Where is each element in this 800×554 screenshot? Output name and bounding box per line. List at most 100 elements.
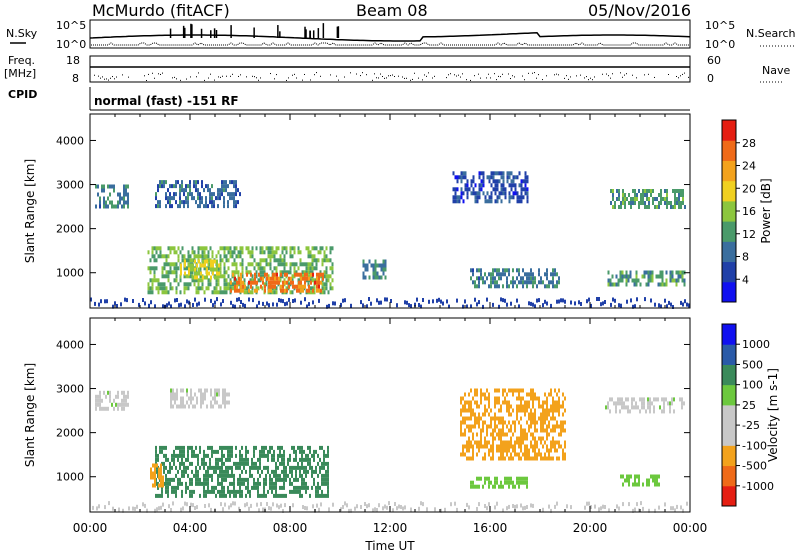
heatmap-cell <box>520 408 522 413</box>
ground-scatter-cell <box>374 507 376 512</box>
ground-scatter-cell <box>190 502 192 507</box>
heatmap-cell <box>277 445 279 450</box>
heatmap-cell <box>103 188 105 193</box>
heatmap-cell <box>492 171 495 176</box>
heatmap-cell <box>275 465 277 470</box>
heatmap-cell <box>259 461 261 466</box>
heatmap-cell <box>209 445 211 450</box>
heatmap-cell <box>462 408 464 413</box>
heatmap-cell <box>484 452 486 457</box>
heatmap-cell <box>476 432 478 437</box>
heatmap-cell <box>179 481 181 486</box>
heatmap-cell <box>496 171 499 176</box>
heatmap-cell <box>200 392 202 397</box>
heatmap-cell <box>305 469 307 474</box>
heatmap-cell <box>674 205 676 209</box>
heatmap-cell <box>315 489 317 494</box>
heatmap-cell <box>191 461 193 466</box>
nave-point <box>570 76 571 78</box>
heatmap-cell <box>167 481 169 486</box>
heatmap-cell <box>486 476 488 481</box>
heatmap-cell <box>516 476 518 481</box>
heatmap-cell <box>678 205 680 209</box>
ground-scatter-cell <box>304 297 306 302</box>
heatmap-cell <box>171 246 174 251</box>
heatmap-cell <box>476 476 478 481</box>
heatmap-cell <box>149 258 152 263</box>
heatmap-cell <box>220 404 222 409</box>
heatmap-cell <box>107 390 109 395</box>
heatmap-cell <box>225 457 227 462</box>
heatmap-cell <box>321 262 324 267</box>
heatmap-cell <box>196 271 198 276</box>
heatmap-cell <box>223 453 225 458</box>
heatmap-cell <box>187 473 189 478</box>
heatmap-cell <box>179 453 181 458</box>
heatmap-cell <box>323 461 325 466</box>
ground-scatter-cell <box>638 508 640 513</box>
heatmap-cell <box>548 424 550 429</box>
heatmap-cell <box>641 397 643 402</box>
heatmap-cell <box>277 473 279 478</box>
heatmap-cell <box>384 263 387 268</box>
ground-scatter-cell <box>396 303 398 308</box>
heatmap-cell <box>194 275 196 280</box>
nave-point <box>388 75 389 77</box>
heatmap-cell <box>291 274 294 279</box>
heatmap-cell <box>259 465 261 470</box>
heatmap-cell <box>283 270 286 275</box>
ground-scatter-cell <box>670 506 672 511</box>
heatmap-cell <box>478 484 480 489</box>
heatmap-cell <box>259 258 262 263</box>
heatmap-cell <box>542 420 544 425</box>
heatmap-cell <box>197 250 200 255</box>
ground-scatter-cell <box>600 302 602 307</box>
heatmap-cell <box>670 201 672 205</box>
heatmap-cell <box>301 274 304 279</box>
heatmap-cell <box>231 282 234 287</box>
heatmap-cell <box>159 250 162 255</box>
heatmap-cell <box>498 408 500 413</box>
heatmap-cell <box>241 489 243 494</box>
heatmap-cell <box>197 180 199 185</box>
heatmap-cell <box>217 204 219 209</box>
heatmap-cell <box>249 493 251 498</box>
x-tick-label: 20:00 <box>573 521 608 535</box>
ground-scatter-cell <box>438 297 440 302</box>
heatmap-cell <box>261 274 264 279</box>
heatmap-cell <box>488 179 491 184</box>
heatmap-cell <box>159 286 162 291</box>
heatmap-cell <box>261 469 263 474</box>
nave-point <box>356 73 357 75</box>
ground-scatter-cell <box>636 502 638 507</box>
heatmap-cell <box>245 246 248 251</box>
heatmap-cell <box>273 493 275 498</box>
heatmap-cell <box>490 420 492 425</box>
heatmap-cell <box>518 440 520 445</box>
heatmap-cell <box>518 408 520 413</box>
ground-scatter-cell <box>268 303 270 308</box>
ground-scatter-cell <box>348 508 350 513</box>
heatmap-cell <box>486 428 488 433</box>
heatmap-cell <box>380 263 383 268</box>
heatmap-cell <box>160 471 162 476</box>
heatmap-cell <box>175 184 177 189</box>
heatmap-cell <box>626 474 628 479</box>
velocity-ylabel: Slant Range [km] <box>23 363 37 467</box>
heatmap-cell <box>216 271 218 276</box>
heatmap-cell <box>175 200 177 205</box>
heatmap-cell <box>223 489 225 494</box>
heatmap-cell <box>516 404 518 409</box>
heatmap-cell <box>462 448 464 453</box>
heatmap-cell <box>294 272 296 277</box>
heatmap-cell <box>610 189 612 193</box>
ground-scatter-cell <box>312 504 314 509</box>
ground-scatter-cell <box>632 508 634 513</box>
heatmap-cell <box>182 396 184 401</box>
heatmap-cell <box>175 286 178 291</box>
heatmap-cell <box>329 286 332 291</box>
heatmap-cell <box>217 192 219 197</box>
heatmap-cell <box>208 271 210 276</box>
heatmap-cell <box>528 448 530 453</box>
heatmap-cell <box>510 428 512 433</box>
